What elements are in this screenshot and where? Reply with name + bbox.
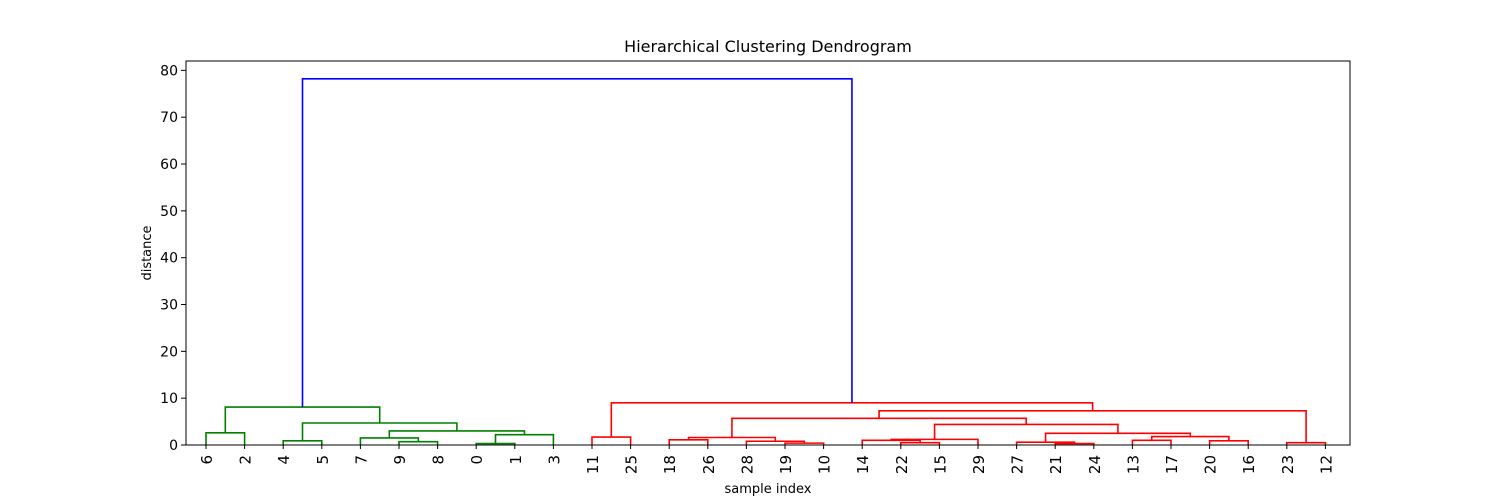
leaf-label-7: 7	[352, 455, 370, 465]
leaf-label-25: 25	[623, 455, 641, 474]
dendrogram-link-3	[784, 442, 825, 445]
dendrogram-link-28	[610, 402, 1094, 438]
dendrogram-link-18	[1150, 435, 1230, 441]
x-axis-ticks: 6 2 4 5 7 9 8 0 1 3 11 25 18 26 28 19 10 14 22 15 29 27 21 24 13…	[198, 445, 1335, 474]
y-tick-label-50: 50	[160, 204, 178, 220]
dendrogram-link-9	[282, 439, 323, 445]
dendrogram-link-29	[301, 77, 853, 408]
y-tick-label-20: 20	[160, 344, 178, 360]
leaf-label-10: 10	[816, 455, 834, 474]
dendrogram-link-23	[933, 423, 1119, 440]
leaf-label-17: 17	[1163, 455, 1181, 474]
dendrogram-link-12	[668, 439, 709, 445]
y-tick-label-40: 40	[160, 251, 178, 267]
leaf-label-6: 6	[198, 455, 216, 465]
y-tick-label-70: 70	[160, 110, 178, 126]
leaf-label-3: 3	[545, 455, 563, 465]
x-axis-label: sample index	[725, 482, 812, 497]
leaf-label-1: 1	[507, 455, 525, 465]
dendrogram-link-8	[745, 440, 806, 445]
leaf-label-23: 23	[1279, 455, 1297, 474]
leaf-label-14: 14	[854, 455, 872, 474]
y-axis-label: distance	[140, 225, 155, 280]
leaf-label-27: 27	[1009, 455, 1027, 474]
dendrogram-links	[205, 77, 1327, 445]
y-tick-label-10: 10	[160, 391, 178, 407]
dendrogram-link-20	[1044, 432, 1192, 443]
dendrogram-link-11	[1131, 439, 1172, 445]
leaf-label-20: 20	[1202, 455, 1220, 474]
leaf-label-4: 4	[275, 455, 293, 465]
dendrogram-link-15	[359, 437, 420, 445]
dendrogram-link-16	[591, 436, 632, 445]
dendrogram-link-25	[731, 417, 1028, 438]
y-tick-label-0: 0	[169, 438, 178, 454]
dendrogram-link-21	[205, 432, 246, 445]
leaf-label-22: 22	[893, 455, 911, 474]
leaf-label-2: 2	[237, 455, 255, 465]
dendrogram-link-26	[878, 410, 1307, 443]
dendrogram-link-4	[900, 441, 941, 445]
leaf-label-9: 9	[391, 455, 409, 465]
leaf-label-16: 16	[1240, 455, 1258, 474]
leaf-label-0: 0	[468, 455, 486, 465]
leaf-label-18: 18	[661, 455, 679, 474]
chart-title: Hierarchical Clustering Dendrogram	[624, 37, 912, 56]
leaf-label-12: 12	[1317, 455, 1335, 474]
leaf-label-29: 29	[970, 455, 988, 474]
leaf-label-8: 8	[430, 455, 448, 465]
leaf-label-13: 13	[1124, 455, 1142, 474]
leaf-label-24: 24	[1086, 455, 1104, 474]
dendrogram-link-19	[494, 433, 555, 445]
leaf-label-19: 19	[777, 455, 795, 474]
leaf-label-26: 26	[700, 455, 718, 474]
leaf-label-15: 15	[931, 455, 949, 474]
leaf-label-28: 28	[738, 455, 756, 474]
dendrogram-link-7	[1286, 441, 1327, 445]
y-tick-label-30: 30	[160, 298, 178, 314]
leaf-label-5: 5	[314, 455, 332, 465]
y-axis-ticks: 0 10 20 30 40 50 60 70 80	[160, 63, 186, 454]
leaf-label-21: 21	[1047, 455, 1065, 474]
plot-frame	[185, 60, 1351, 446]
dendrogram-link-10	[1208, 439, 1249, 445]
y-tick-label-80: 80	[160, 63, 178, 79]
leaf-label-11: 11	[584, 455, 602, 474]
dendrogram-link-6	[398, 440, 439, 445]
y-tick-label-60: 60	[160, 157, 178, 173]
